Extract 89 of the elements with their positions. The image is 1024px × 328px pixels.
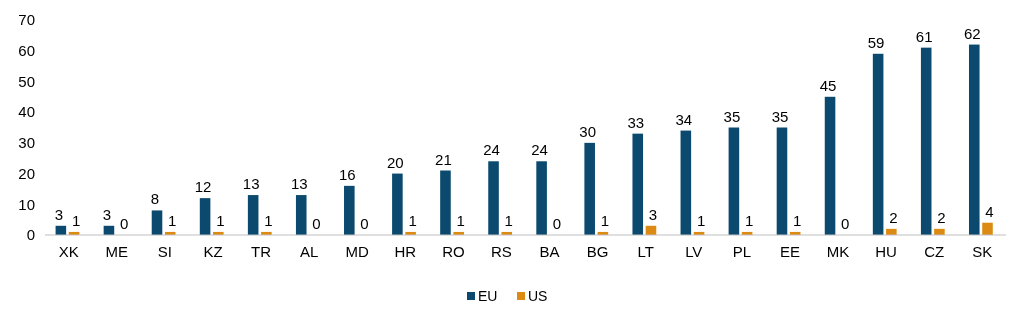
x-tick-label: SK (972, 243, 993, 260)
legend-label: EU (478, 287, 498, 304)
x-tick-label: XK (58, 243, 79, 260)
x-tick-label: KZ (203, 243, 223, 260)
x-tick-label: BG (586, 243, 609, 260)
x-tick-label: CZ (924, 243, 945, 260)
data-label: 2 (889, 208, 898, 226)
data-label: 35 (771, 107, 789, 125)
data-label: 59 (867, 33, 885, 51)
data-label: 61 (915, 27, 933, 45)
x-tick-label: RS (491, 243, 512, 260)
x-tick-label: RO (442, 243, 465, 260)
bar (392, 173, 403, 235)
data-label: 0 (552, 215, 561, 232)
data-label: 4 (985, 202, 994, 220)
bar (824, 96, 836, 235)
data-label: 0 (119, 215, 129, 232)
x-tick-label: SI (157, 243, 173, 260)
x-tick-label: PL (732, 243, 752, 260)
y-tick-label: 60 (18, 41, 35, 59)
data-label: 1 (600, 211, 610, 229)
data-label: 1 (168, 211, 177, 229)
data-label: 1 (504, 211, 513, 229)
x-tick-label: LT (637, 243, 654, 260)
data-label: 1 (456, 211, 465, 229)
data-label: 8 (150, 190, 160, 208)
y-tick-label: 0 (26, 226, 35, 244)
data-label: 45 (819, 76, 837, 94)
bar (728, 127, 740, 235)
x-tick-label: MK (826, 243, 850, 260)
bar (440, 170, 451, 235)
bar (199, 198, 211, 235)
bar (920, 47, 932, 235)
y-tick-label: 70 (18, 11, 35, 29)
bar (776, 127, 788, 235)
data-label: 33 (627, 113, 645, 131)
data-label: 1 (744, 211, 754, 229)
bar (247, 195, 259, 235)
x-tick-label: ME (105, 243, 129, 260)
bar (968, 44, 980, 235)
data-label: 1 (793, 211, 802, 229)
data-label: 24 (483, 141, 500, 159)
data-label: 20 (387, 153, 404, 171)
x-tick-label: MD (345, 243, 370, 260)
data-label: 3 (648, 205, 658, 223)
data-label: 13 (242, 175, 260, 193)
bar (982, 222, 993, 235)
data-label: 21 (435, 150, 452, 168)
bar (295, 195, 307, 235)
bar (151, 210, 163, 235)
data-label: 2 (937, 208, 946, 226)
data-label: 35 (723, 107, 741, 125)
data-label: 12 (194, 178, 212, 196)
data-label: 3 (54, 205, 64, 223)
bar (344, 185, 355, 235)
data-label: 30 (579, 122, 597, 140)
y-tick-label: 50 (18, 72, 35, 90)
data-label: 0 (360, 215, 369, 232)
y-tick-label: 10 (18, 195, 35, 213)
y-tick-label: 20 (18, 164, 35, 182)
x-tick-label: EE (779, 243, 800, 260)
x-tick-label: BA (539, 243, 560, 260)
data-label: 1 (696, 211, 706, 229)
bar (632, 133, 644, 235)
y-tick-label: 40 (18, 103, 35, 121)
data-label: 24 (531, 141, 548, 159)
data-label: 62 (963, 24, 981, 42)
legend-label: US (528, 287, 548, 304)
bar (488, 161, 499, 235)
x-tick-label: AL (299, 243, 319, 260)
data-label: 3 (102, 205, 112, 223)
x-tick-label: HU (875, 243, 897, 260)
data-label: 1 (71, 211, 81, 229)
data-label: 0 (312, 215, 321, 232)
x-tick-label: LV (685, 243, 703, 260)
bar (680, 130, 692, 235)
data-label: 1 (264, 211, 273, 229)
y-tick-label: 30 (18, 134, 35, 152)
data-label: 1 (408, 211, 417, 229)
bar (584, 142, 595, 235)
bar (536, 161, 547, 235)
x-tick-label: HR (394, 243, 417, 260)
data-label: 0 (841, 215, 850, 232)
data-label: 1 (216, 211, 225, 229)
bar (872, 53, 884, 235)
data-label: 13 (290, 175, 308, 193)
x-tick-label: TR (251, 243, 272, 260)
data-label: 16 (338, 165, 356, 183)
data-label: 34 (675, 110, 693, 128)
